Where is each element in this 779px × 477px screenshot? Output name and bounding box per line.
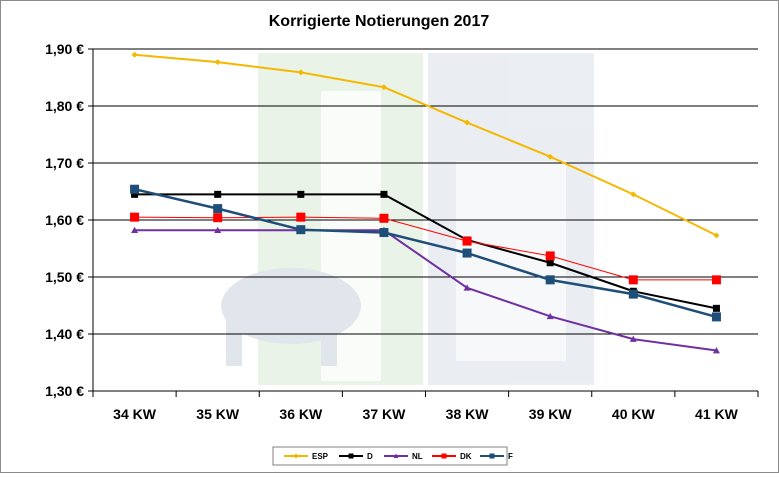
data-point-d [546, 259, 554, 267]
legend-swatch-marker [293, 453, 299, 459]
y-tick-label: 1,90 € [45, 41, 84, 57]
y-axis-tick-labels: 1,30 € 1,40 € 1,50 € 1,60 € 1,70 € 1,80 € 1,90… [45, 41, 84, 399]
data-point-d [131, 190, 139, 198]
data-point-dk [628, 275, 638, 285]
data-point-dk [379, 213, 389, 223]
y-tick-label: 1,50 € [45, 269, 84, 285]
y-tick-label: 1,30 € [45, 383, 84, 399]
legend-swatch-marker [393, 453, 399, 458]
data-point-esp [547, 153, 554, 160]
data-point-f [296, 225, 306, 235]
x-tick-label: 34 KW [113, 406, 157, 422]
data-point-dk [711, 275, 721, 285]
x-tick-label: 41 KW [695, 406, 739, 422]
series-f [130, 184, 721, 322]
data-point-esp [713, 232, 720, 239]
data-point-d [214, 190, 222, 198]
x-tick-label: 40 KW [612, 406, 656, 422]
data-point-dk [462, 236, 472, 246]
data-point-dk [545, 251, 555, 261]
data-point-f [545, 275, 555, 285]
data-point-esp [380, 84, 387, 91]
legend-item-dk: DK [432, 452, 472, 461]
data-point-esp [131, 51, 138, 58]
data-point-f [628, 289, 638, 299]
data-point-esp [297, 69, 304, 76]
x-tick-label: 36 KW [279, 406, 323, 422]
series-line-nl [134, 229, 717, 352]
legend-item-d: D [339, 452, 373, 461]
data-point-d [380, 190, 388, 198]
data-point-f [379, 228, 389, 238]
data-point-d [712, 304, 720, 312]
data-point-dk [296, 212, 306, 222]
x-tick-label: 35 KW [196, 406, 240, 422]
data-point-f [130, 184, 140, 194]
legend: ESP D NL DK F [272, 446, 513, 466]
legend-swatch-marker [441, 453, 447, 459]
y-tick-label: 1,80 € [45, 98, 84, 114]
series-dk [130, 212, 721, 285]
x-tick-label: 38 KW [446, 406, 490, 422]
data-point-esp [464, 119, 471, 126]
series-line-esp [134, 53, 717, 237]
legend-label: D [367, 452, 373, 461]
data-point-f [711, 312, 721, 322]
data-point-esp [214, 59, 221, 66]
data-point-esp [630, 191, 637, 198]
grid-lines [88, 48, 758, 392]
y-tick-label: 1,60 € [45, 212, 84, 228]
data-point-f [213, 204, 223, 214]
legend-item-esp: ESP [284, 452, 329, 461]
legend-swatch-marker [489, 453, 495, 459]
series-line-dk [134, 216, 717, 281]
data-point-f [462, 248, 472, 258]
x-axis-tick-labels: 34 KW 35 KW 36 KW 37 KW 38 KW 39 KW 40 KW 41 KW [92, 391, 759, 422]
watermark-logo [221, 53, 594, 385]
data-point-nl [463, 284, 471, 291]
data-point-nl [214, 226, 222, 234]
legend-item-nl: NL [384, 452, 423, 461]
data-point-nl [712, 347, 720, 354]
legend-item-f: F [480, 452, 513, 461]
data-point-nl [629, 335, 637, 342]
x-tick-label: 39 KW [529, 406, 573, 422]
series-line-f [134, 188, 717, 319]
y-tick-label: 1,40 € [45, 326, 84, 342]
data-point-nl [131, 226, 139, 234]
y-tick-label: 1,70 € [45, 155, 84, 171]
series-line-d [134, 193, 717, 310]
data-point-nl [546, 312, 554, 320]
legend-label: DK [460, 452, 472, 461]
chart-title: Korrigierte Notierungen 2017 [269, 13, 490, 30]
legend-label: NL [412, 452, 423, 461]
legend-label: F [508, 452, 513, 461]
series-layer [130, 51, 721, 354]
data-point-dk [130, 212, 140, 222]
data-point-d [297, 190, 305, 198]
series-esp [131, 51, 720, 239]
x-tick-label: 37 KW [363, 406, 407, 422]
legend-swatch-marker [348, 453, 354, 459]
legend-label: ESP [312, 452, 329, 461]
data-point-dk [213, 213, 223, 223]
